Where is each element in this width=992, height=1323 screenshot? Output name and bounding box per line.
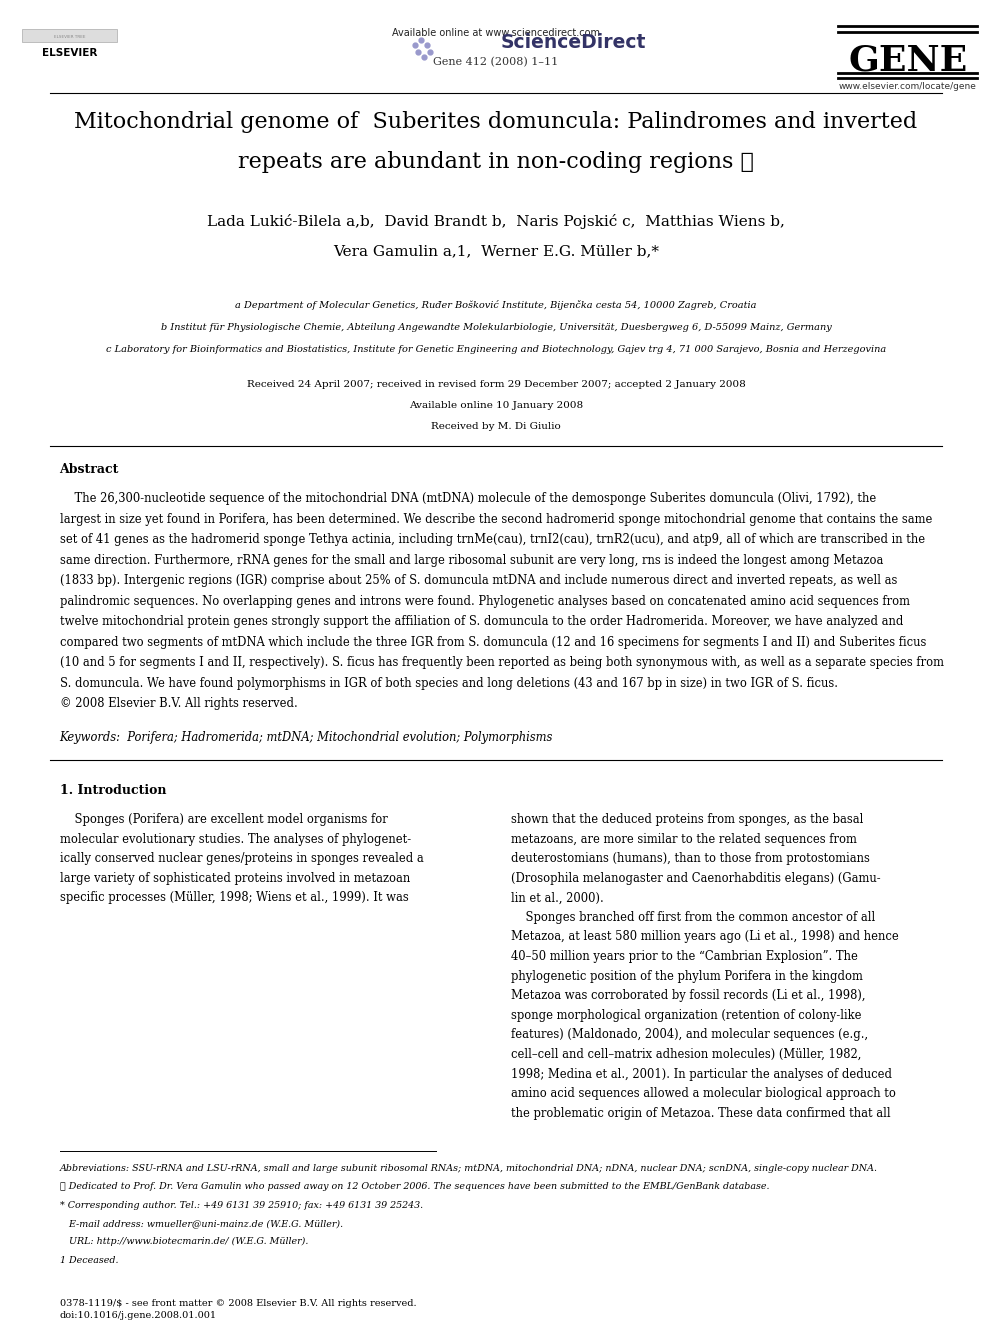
Text: large variety of sophisticated proteins involved in metazoan: large variety of sophisticated proteins … xyxy=(60,872,410,885)
Text: lin et al., 2000).: lin et al., 2000). xyxy=(511,892,603,905)
Text: www.elsevier.com/locate/gene: www.elsevier.com/locate/gene xyxy=(839,82,976,91)
Text: Mitochondrial genome of  Suberites domuncula: Palindromes and inverted: Mitochondrial genome of Suberites domunc… xyxy=(74,111,918,134)
Text: features) (Maldonado, 2004), and molecular sequences (e.g.,: features) (Maldonado, 2004), and molecul… xyxy=(511,1028,868,1041)
Text: Available online at www.sciencedirect.com: Available online at www.sciencedirect.co… xyxy=(392,28,600,38)
Text: GENE: GENE xyxy=(848,44,967,78)
Text: Abbreviations: SSU-rRNA and LSU-rRNA, small and large subunit ribosomal RNAs; mt: Abbreviations: SSU-rRNA and LSU-rRNA, sm… xyxy=(60,1164,878,1174)
Text: S. domuncula. We have found polymorphisms in IGR of both species and long deleti: S. domuncula. We have found polymorphism… xyxy=(60,677,837,689)
Text: © 2008 Elsevier B.V. All rights reserved.: © 2008 Elsevier B.V. All rights reserved… xyxy=(60,697,298,710)
Text: sponge morphological organization (retention of colony-like: sponge morphological organization (reten… xyxy=(511,1009,861,1021)
Text: (10 and 5 for segments I and II, respectively). S. ficus has frequently been rep: (10 and 5 for segments I and II, respect… xyxy=(60,656,943,669)
Text: twelve mitochondrial protein genes strongly support the affiliation of S. domunc: twelve mitochondrial protein genes stron… xyxy=(60,615,903,628)
Text: 1 Deceased.: 1 Deceased. xyxy=(60,1256,118,1265)
Bar xyxy=(22,29,117,42)
Text: Metazoa, at least 580 million years ago (Li et al., 1998) and hence: Metazoa, at least 580 million years ago … xyxy=(511,930,899,943)
Text: amino acid sequences allowed a molecular biological approach to: amino acid sequences allowed a molecular… xyxy=(511,1088,896,1101)
Text: specific processes (Müller, 1998; Wiens et al., 1999). It was: specific processes (Müller, 1998; Wiens … xyxy=(60,892,409,905)
Text: compared two segments of mtDNA which include the three IGR from S. domuncula (12: compared two segments of mtDNA which inc… xyxy=(60,636,926,648)
Text: set of 41 genes as the hadromerid sponge Tethya actinia, including trnMe(cau), t: set of 41 genes as the hadromerid sponge… xyxy=(60,533,925,546)
Text: palindromic sequences. No overlapping genes and introns were found. Phylogenetic: palindromic sequences. No overlapping ge… xyxy=(60,595,910,607)
Text: Available online 10 January 2008: Available online 10 January 2008 xyxy=(409,401,583,410)
Text: Keywords:  Porifera; Hadromerida; mtDNA; Mitochondrial evolution; Polymorphisms: Keywords: Porifera; Hadromerida; mtDNA; … xyxy=(60,730,553,744)
Text: phylogenetic position of the phylum Porifera in the kingdom: phylogenetic position of the phylum Pori… xyxy=(511,970,863,983)
Text: Gene 412 (2008) 1–11: Gene 412 (2008) 1–11 xyxy=(434,57,558,67)
Text: * Corresponding author. Tel.: +49 6131 39 25910; fax: +49 6131 39 25243.: * Corresponding author. Tel.: +49 6131 3… xyxy=(60,1201,423,1209)
Text: ScienceDirect: ScienceDirect xyxy=(501,33,647,52)
Text: a Department of Molecular Genetics, Ruđer Bošković Institute, Bijenčka cesta 54,: a Department of Molecular Genetics, Ruđe… xyxy=(235,300,757,311)
Text: URL: http://www.biotecmarin.de/ (W.E.G. Müller).: URL: http://www.biotecmarin.de/ (W.E.G. … xyxy=(60,1237,308,1246)
Text: largest in size yet found in Porifera, has been determined. We describe the seco: largest in size yet found in Porifera, h… xyxy=(60,512,931,525)
Text: E-mail address: wmueller@uni-mainz.de (W.E.G. Müller).: E-mail address: wmueller@uni-mainz.de (W… xyxy=(60,1218,342,1228)
Text: deuterostomians (humans), than to those from protostomians: deuterostomians (humans), than to those … xyxy=(511,852,870,865)
Text: 0378-1119/$ - see front matter © 2008 Elsevier B.V. All rights reserved.: 0378-1119/$ - see front matter © 2008 El… xyxy=(60,1299,417,1308)
Text: same direction. Furthermore, rRNA genes for the small and large ribosomal subuni: same direction. Furthermore, rRNA genes … xyxy=(60,553,883,566)
Text: Received 24 April 2007; received in revised form 29 December 2007; accepted 2 Ja: Received 24 April 2007; received in revi… xyxy=(247,380,745,389)
Text: ELSEVIER TREE: ELSEVIER TREE xyxy=(54,34,85,40)
Text: ically conserved nuclear genes/proteins in sponges revealed a: ically conserved nuclear genes/proteins … xyxy=(60,852,424,865)
Text: b Institut für Physiologische Chemie, Abteilung Angewandte Molekularbiologie, Un: b Institut für Physiologische Chemie, Ab… xyxy=(161,323,831,332)
Text: Sponges branched off first from the common ancestor of all: Sponges branched off first from the comm… xyxy=(511,912,875,923)
Text: Metazoa was corroborated by fossil records (Li et al., 1998),: Metazoa was corroborated by fossil recor… xyxy=(511,990,865,1003)
Text: The 26,300-nucleotide sequence of the mitochondrial DNA (mtDNA) molecule of the : The 26,300-nucleotide sequence of the mi… xyxy=(60,492,876,505)
Text: Received by M. Di Giulio: Received by M. Di Giulio xyxy=(432,422,560,431)
Text: c Laboratory for Bioinformatics and Biostatistics, Institute for Genetic Enginee: c Laboratory for Bioinformatics and Bios… xyxy=(106,345,886,355)
Text: ☆ Dedicated to Prof. Dr. Vera Gamulin who passed away on 12 October 2006. The se: ☆ Dedicated to Prof. Dr. Vera Gamulin wh… xyxy=(60,1183,769,1192)
Text: (Drosophila melanogaster and Caenorhabditis elegans) (Gamu-: (Drosophila melanogaster and Caenorhabdi… xyxy=(511,872,881,885)
Text: doi:10.1016/j.gene.2008.01.001: doi:10.1016/j.gene.2008.01.001 xyxy=(60,1311,216,1320)
Text: shown that the deduced proteins from sponges, as the basal: shown that the deduced proteins from spo… xyxy=(511,812,863,826)
Text: molecular evolutionary studies. The analyses of phylogenet-: molecular evolutionary studies. The anal… xyxy=(60,832,411,845)
Text: cell–cell and cell–matrix adhesion molecules) (Müller, 1982,: cell–cell and cell–matrix adhesion molec… xyxy=(511,1048,861,1061)
Text: Lada Lukić-Bilela a,b,  David Brandt b,  Naris Pojskić c,  Matthias Wiens b,: Lada Lukić-Bilela a,b, David Brandt b, N… xyxy=(207,214,785,229)
Text: 1. Introduction: 1. Introduction xyxy=(60,783,166,796)
Text: Vera Gamulin a,1,  Werner E.G. Müller b,*: Vera Gamulin a,1, Werner E.G. Müller b,* xyxy=(333,245,659,259)
Text: the problematic origin of Metazoa. These data confirmed that all: the problematic origin of Metazoa. These… xyxy=(511,1106,891,1119)
Text: 40–50 million years prior to the “Cambrian Explosion”. The: 40–50 million years prior to the “Cambri… xyxy=(511,950,858,963)
Text: Sponges (Porifera) are excellent model organisms for: Sponges (Porifera) are excellent model o… xyxy=(60,812,387,826)
Text: (1833 bp). Intergenic regions (IGR) comprise about 25% of S. domuncula mtDNA and: (1833 bp). Intergenic regions (IGR) comp… xyxy=(60,574,897,587)
Text: metazoans, are more similar to the related sequences from: metazoans, are more similar to the relat… xyxy=(511,832,857,845)
Text: 1998; Medina et al., 2001). In particular the analyses of deduced: 1998; Medina et al., 2001). In particula… xyxy=(511,1068,892,1081)
Text: ELSEVIER: ELSEVIER xyxy=(42,48,97,58)
Text: Abstract: Abstract xyxy=(60,463,119,476)
Text: repeats are abundant in non-coding regions ☆: repeats are abundant in non-coding regio… xyxy=(238,151,754,173)
